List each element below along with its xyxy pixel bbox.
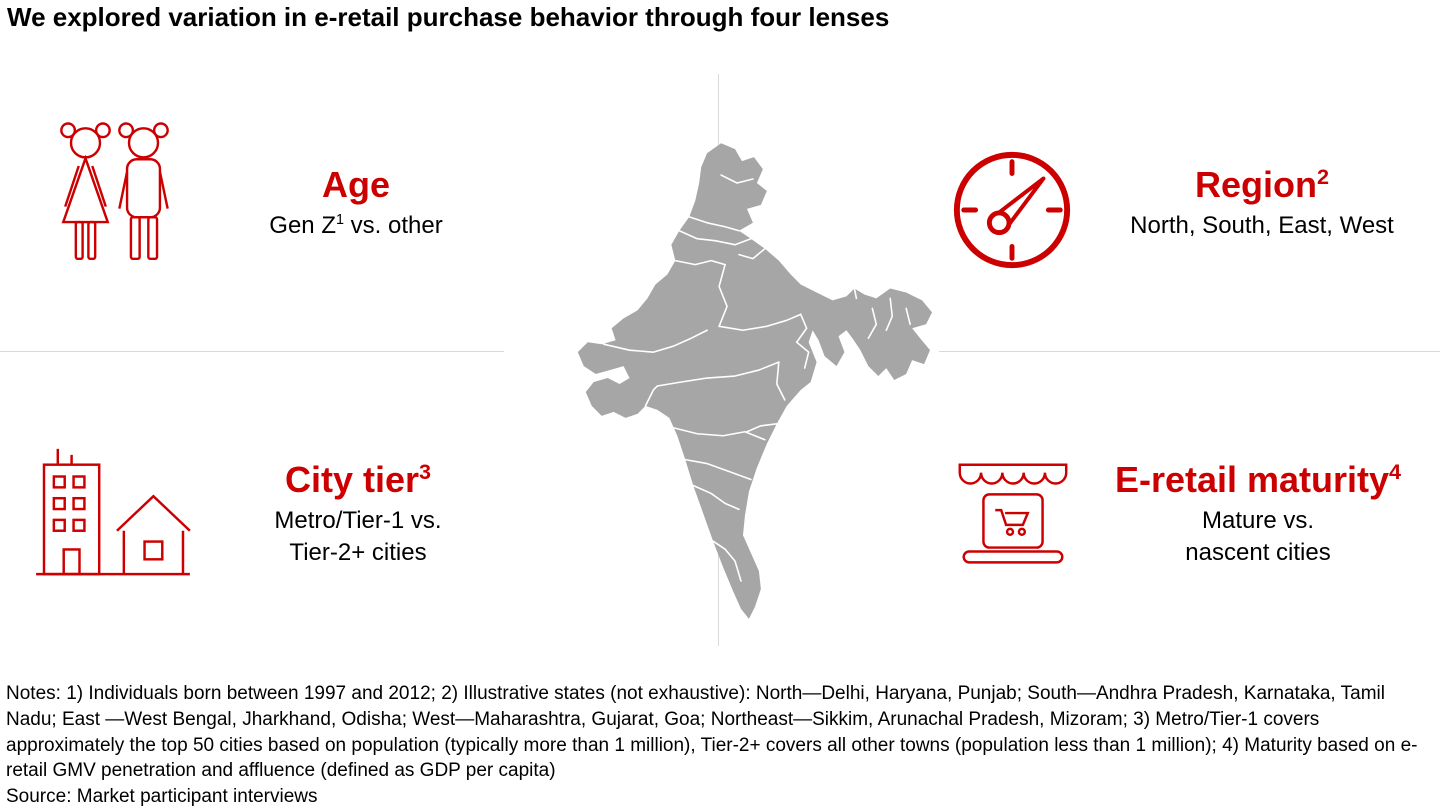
maturity-heading-sup: 4: [1389, 459, 1402, 484]
city-tier-heading: City tier3: [228, 460, 488, 500]
city-tier-heading-text: City tier: [284, 459, 420, 500]
footer: Notes: 1) Individuals born between 1997 …: [6, 681, 1439, 810]
notes-text: Notes: 1) Individuals born between 1997 …: [6, 683, 1418, 782]
quadrant-city-tier: City tier3 Metro/Tier-1 vs. Tier-2+ citi…: [228, 460, 488, 568]
divider-horizontal-right: [939, 351, 1440, 352]
quadrant-region: Region2 North, South, East, West: [1088, 165, 1436, 242]
maturity-sub-line2: nascent cities: [1185, 538, 1331, 566]
storefront-icon: [944, 457, 1082, 579]
age-sub-post: vs. other: [344, 211, 443, 239]
region-heading-sup: 2: [1316, 164, 1329, 189]
region-subtext: North, South, East, West: [1130, 211, 1394, 239]
city-tier-sub-line2: Tier-2+ cities: [289, 538, 427, 566]
india-map: [540, 138, 938, 628]
maturity-subtext: Mature vs. nascent cities: [1082, 505, 1434, 569]
maturity-sub-line1: Mature vs.: [1201, 506, 1315, 534]
divider-horizontal-left: [0, 351, 504, 352]
age-sub-sup: 1: [335, 211, 344, 228]
age-sub-pre: Gen Z: [269, 211, 336, 239]
people-icon: [42, 112, 187, 280]
india-map-svg: [577, 143, 933, 619]
gauge-icon: [948, 146, 1076, 274]
city-tier-heading-sup: 3: [419, 459, 432, 484]
city-tier-sub-line1: Metro/Tier-1 vs.: [274, 506, 442, 534]
state-boundaries: [602, 174, 911, 582]
region-heading-text: Region: [1194, 164, 1317, 205]
age-subtext: Gen Z1 vs. other: [228, 210, 484, 242]
age-heading-text: Age: [321, 164, 390, 205]
source-text: Source: Market participant interviews: [6, 786, 318, 808]
buildings-icon: [34, 443, 192, 581]
page-title: We explored variation in e-retail purcha…: [7, 2, 890, 32]
quadrant-maturity: E-retail maturity4 Mature vs. nascent ci…: [1082, 460, 1434, 568]
quadrant-age: Age Gen Z1 vs. other: [228, 165, 484, 242]
maturity-heading-text: E-retail maturity: [1114, 459, 1390, 500]
maturity-heading: E-retail maturity4: [1082, 460, 1434, 500]
region-heading: Region2: [1088, 165, 1436, 205]
city-tier-subtext: Metro/Tier-1 vs. Tier-2+ cities: [228, 505, 488, 569]
age-heading: Age: [228, 165, 484, 205]
india-map-shape: [577, 143, 933, 619]
